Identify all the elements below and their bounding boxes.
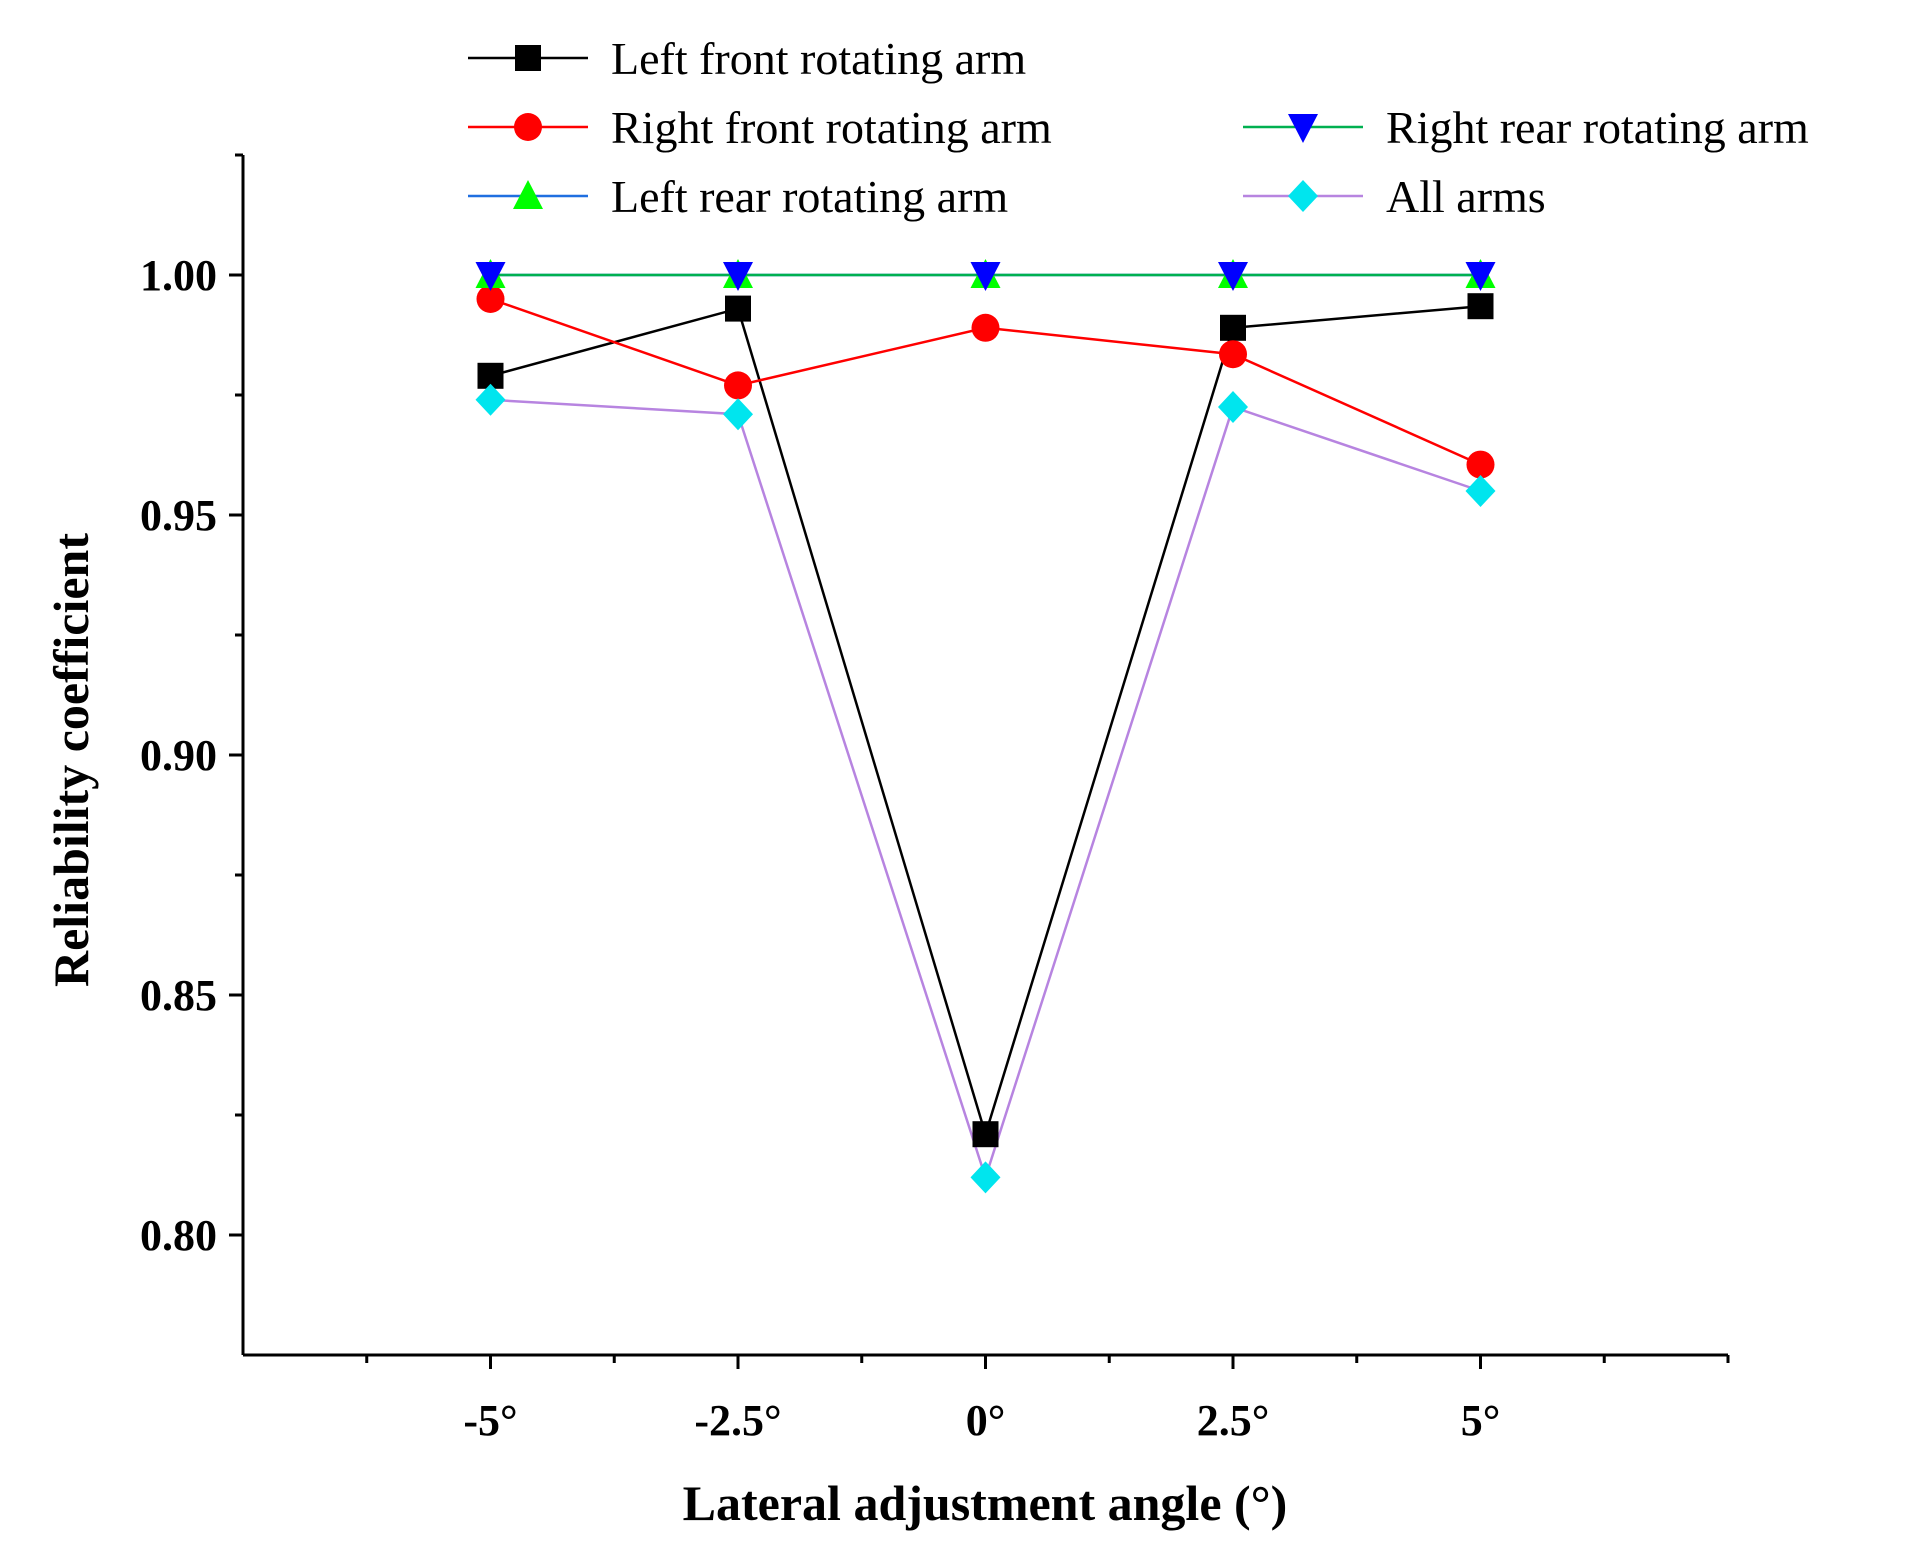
data-point [972,1121,999,1148]
legend-marker [515,45,541,71]
data-point [476,285,505,313]
x-tick-label: 5° [1461,1396,1501,1445]
x-axis-title: Lateral adjustment angle (°) [683,1475,1288,1531]
series-line [490,304,1481,1139]
series-markers-right-rear-rotating-arm [475,262,1496,291]
data-point [723,398,753,431]
x-tick-label: -5° [463,1396,517,1445]
x-tick-label: -2.5° [694,1396,781,1445]
legend-item: Left rear rotating arm [468,171,1008,222]
legend-label: Left front rotating arm [611,33,1026,84]
y-axis-title: Reliability coefficient [43,533,99,987]
legend-item: Left front rotating arm [468,33,1026,84]
x-tick-label: 2.5° [1197,1396,1270,1445]
series-left-front-rotating-arm [490,304,1481,1139]
data-point [1219,340,1247,369]
series-markers-right-front-rotating-arm [476,285,1495,479]
y-tick-label: 0.85 [140,971,217,1020]
legend-label: Left rear rotating arm [611,171,1008,222]
y-tick-label: 0.95 [140,491,217,540]
data-point [1465,262,1496,291]
y-tick-label: 0.90 [140,731,217,780]
data-point [1466,450,1495,479]
legend: Left front rotating arm Right front rotat… [468,33,1809,222]
x-tick-label: 0° [966,1396,1006,1445]
data-point [725,295,751,322]
legend-marker [1288,180,1318,212]
series-layer [475,259,1496,1194]
data-point [970,262,1001,291]
legend-label: All arms [1386,171,1546,222]
legend-label: Right front rotating arm [611,102,1052,153]
series-markers-left-front-rotating-arm [477,293,1494,1148]
legend-marker [514,113,542,141]
legend-label: Right rear rotating arm [1386,102,1809,153]
legend-item: Right front rotating arm [468,102,1052,153]
data-point [970,1161,1001,1194]
data-point [724,371,752,400]
legend-marker [1288,114,1318,143]
data-point [1465,475,1496,507]
series-markers-all-arms [475,383,1496,1194]
legend-item: All arms [1243,171,1546,222]
legend-marker [513,180,543,209]
data-point [723,262,753,291]
data-point [1218,391,1248,423]
series-all-arms [490,398,1481,1182]
data-point [1220,314,1246,341]
y-tick-label: 1.00 [140,251,217,300]
data-point [475,262,506,291]
data-point [1218,262,1248,291]
series-line [490,398,1481,1182]
data-point [475,383,506,416]
axes: 0.80 0.85 0.90 0.95 1.00 -5° -2.5° 0° 2.5° 5° [140,153,1730,1445]
data-point [1467,293,1494,320]
y-tick-label: 0.80 [140,1211,217,1260]
legend-item: Right rear rotating arm [1243,102,1809,153]
data-point [971,313,1000,342]
